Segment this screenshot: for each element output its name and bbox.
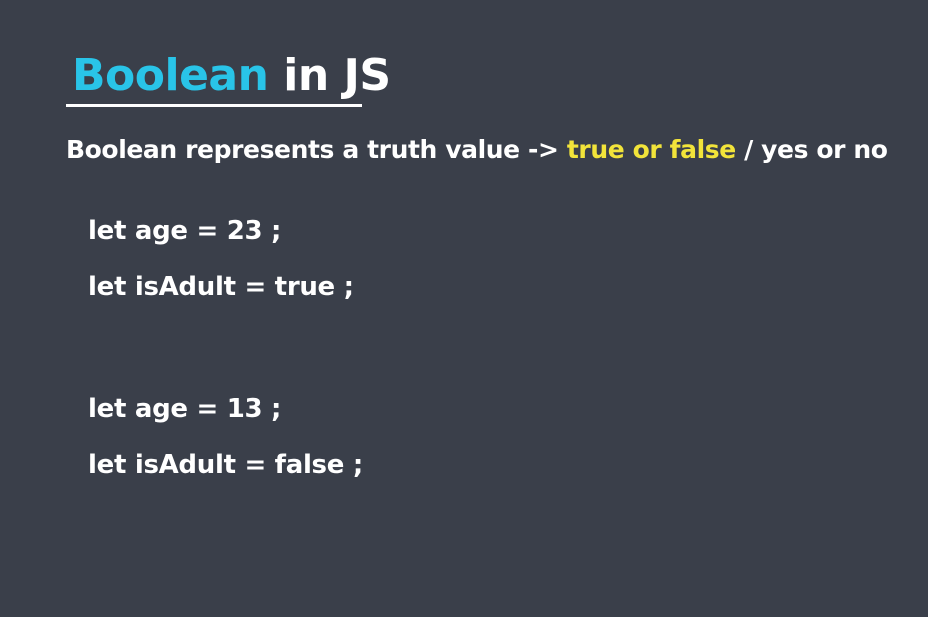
code-line: let age = 13 ; — [88, 394, 282, 424]
subtitle-highlight: true or false — [566, 135, 736, 164]
code-line: let isAdult = false ; — [88, 450, 363, 480]
title-underline — [66, 104, 362, 107]
title-rest: in JS — [283, 50, 391, 101]
code-line: let age = 23 ; — [88, 216, 282, 246]
subtitle-suffix: / yes or no — [744, 135, 888, 164]
title-accent: Boolean — [72, 50, 269, 101]
subtitle-prefix: Boolean represents a truth value -> — [66, 135, 559, 164]
code-line: let isAdult = true ; — [88, 272, 354, 302]
subtitle: Boolean represents a truth value -> true… — [66, 133, 888, 167]
page-title: Boolean in JS — [72, 48, 391, 104]
